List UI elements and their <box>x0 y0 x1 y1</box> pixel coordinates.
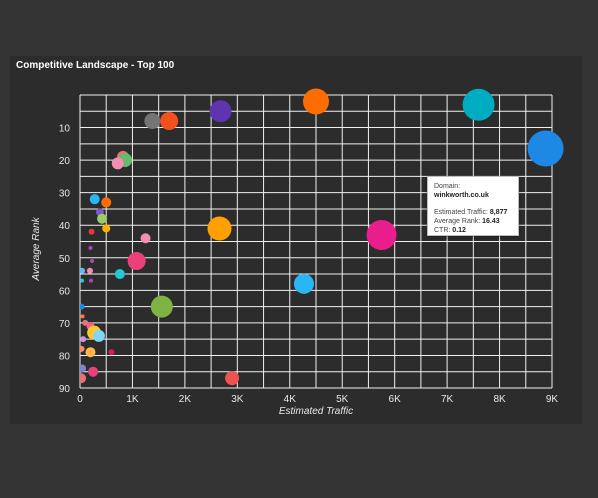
data-point[interactable] <box>160 112 179 131</box>
data-point[interactable] <box>144 113 161 130</box>
tooltip-domain-label: Domain: <box>434 183 461 190</box>
x-tick-label: 7K <box>441 394 454 405</box>
data-points <box>76 88 564 386</box>
data-point[interactable] <box>79 267 86 274</box>
y-axis-label: Average Rank <box>31 216 42 281</box>
data-point[interactable] <box>127 252 146 271</box>
tooltip-rank-label: Average Rank: <box>434 218 481 225</box>
x-axis-label: Estimated Traffic <box>279 406 353 417</box>
x-tick-label: 3K <box>231 394 244 405</box>
data-point[interactable] <box>150 295 173 318</box>
y-tick-label: 50 <box>59 254 71 265</box>
x-tick-label: 5K <box>336 394 349 405</box>
data-tooltip: Domain: winkworth.co.uk Estimated Traffi… <box>427 176 519 236</box>
data-point[interactable] <box>79 345 85 352</box>
data-point[interactable] <box>111 157 124 170</box>
data-point[interactable] <box>366 219 397 250</box>
data-point[interactable] <box>102 224 111 233</box>
y-tick-label: 40 <box>59 221 71 232</box>
tooltip-ctr-value: 0.12 <box>452 227 466 234</box>
tooltip-ctr-label: CTR: <box>434 227 451 234</box>
x-tick-label: 9K <box>546 394 559 405</box>
y-tick-label: 30 <box>59 189 71 200</box>
data-point[interactable] <box>82 319 89 326</box>
data-point[interactable] <box>85 347 96 358</box>
y-tick-label: 80 <box>59 351 71 362</box>
data-point[interactable] <box>89 194 100 205</box>
data-point[interactable] <box>114 269 125 280</box>
data-point[interactable] <box>101 197 112 208</box>
data-point[interactable] <box>76 373 87 384</box>
y-tick-label: 70 <box>59 319 71 330</box>
data-point[interactable] <box>80 278 85 283</box>
data-point[interactable] <box>88 228 95 235</box>
data-point[interactable] <box>293 273 314 294</box>
tooltip-domain-value: winkworth.co.uk <box>434 192 489 199</box>
x-axis-ticks: 0 1K 2K 3K 4K 5K 6K 7K 8K 9K <box>77 394 558 405</box>
data-point[interactable] <box>79 303 85 310</box>
x-tick-label: 1K <box>126 394 139 405</box>
chart-title: Competitive Landscape - Top 100 <box>16 60 175 71</box>
data-point[interactable] <box>80 336 87 343</box>
data-point[interactable] <box>97 213 108 224</box>
y-axis-ticks: 10 20 30 40 50 60 70 80 90 <box>59 124 71 395</box>
x-tick-label: 2K <box>179 394 192 405</box>
data-point[interactable] <box>92 329 105 342</box>
tooltip-traffic-label: Estimated Traffic: <box>434 209 488 216</box>
data-point[interactable] <box>207 216 232 241</box>
data-point[interactable] <box>90 259 95 264</box>
data-point[interactable] <box>209 100 232 123</box>
data-point[interactable] <box>88 246 93 251</box>
y-tick-label: 20 <box>59 156 71 167</box>
data-point[interactable] <box>86 267 93 274</box>
x-tick-label: 4K <box>284 394 297 405</box>
data-point[interactable] <box>527 130 564 167</box>
data-point[interactable] <box>89 278 94 283</box>
y-tick-label: 60 <box>59 286 71 297</box>
y-tick-label: 90 <box>59 384 71 395</box>
data-point[interactable] <box>462 88 495 121</box>
tooltip-rank-value: 16.43 <box>482 218 500 225</box>
data-point[interactable] <box>140 233 151 244</box>
chart-grid <box>79 94 553 389</box>
data-point[interactable] <box>80 314 85 319</box>
x-tick-label: 8K <box>493 394 506 405</box>
x-tick-label: 6K <box>389 394 402 405</box>
data-point[interactable] <box>108 349 115 356</box>
data-point[interactable] <box>303 88 329 115</box>
data-point[interactable] <box>88 366 99 377</box>
tooltip-traffic-value: 8,877 <box>489 209 508 216</box>
x-tick-label: 0 <box>77 394 83 405</box>
data-point[interactable] <box>78 364 87 373</box>
data-point[interactable] <box>225 371 240 386</box>
y-tick-label: 10 <box>59 124 71 135</box>
